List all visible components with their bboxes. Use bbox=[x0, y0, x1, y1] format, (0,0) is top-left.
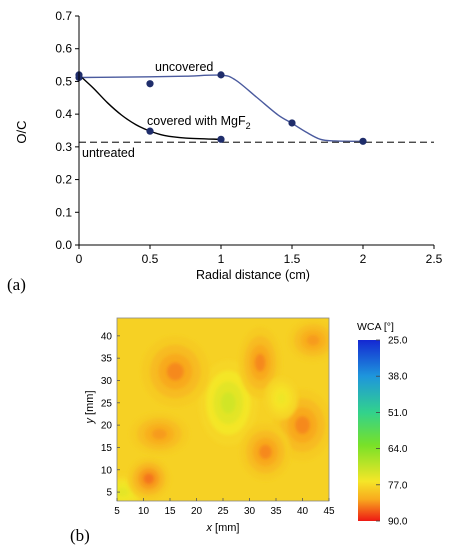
colorbar-tick-label: 25.0 bbox=[388, 336, 408, 347]
heatmap-y-tick-label: 10 bbox=[101, 465, 113, 476]
covered-curve bbox=[78, 74, 222, 141]
y-axis-label: O/C bbox=[14, 120, 29, 143]
heatmap-region bbox=[143, 473, 155, 485]
x-axis-label: Radial distance (cm) bbox=[196, 268, 310, 282]
heatmap-region bbox=[220, 392, 236, 414]
colorbar-tick-label: 77.0 bbox=[388, 480, 408, 491]
covered-series-label: covered with MgF2 bbox=[147, 114, 251, 131]
y-tick-label: 0.2 bbox=[55, 173, 72, 187]
colorbar-tick-label: 38.0 bbox=[388, 372, 408, 383]
heatmap-x-tick-label: 5 bbox=[114, 506, 120, 517]
heatmap-y-tick-label: 20 bbox=[101, 421, 113, 432]
x-tick-label: 0 bbox=[76, 252, 83, 266]
heatmap-region bbox=[295, 416, 310, 435]
heatmap-x-unit: [mm] bbox=[215, 522, 239, 534]
uncovered-series-label: uncovered bbox=[155, 60, 213, 74]
heatmap-region bbox=[117, 487, 129, 497]
panel-label-b: (b) bbox=[70, 526, 90, 545]
heatmap-y-var: y bbox=[84, 417, 96, 425]
covered-point bbox=[146, 127, 154, 135]
heatmap-y-tick-label: 25 bbox=[101, 398, 113, 409]
x-tick-label: 2.5 bbox=[426, 252, 443, 266]
heatmap-x-tick-label: 35 bbox=[270, 506, 282, 517]
heatmap-x-axis-label: x [mm] bbox=[205, 522, 239, 534]
heatmap-x-tick-label: 10 bbox=[138, 506, 150, 517]
untreated-label: untreated bbox=[82, 146, 135, 160]
series-points bbox=[75, 71, 367, 145]
x-tick-label: 2 bbox=[360, 252, 367, 266]
x-tick-label: 1 bbox=[218, 252, 225, 266]
colorbar-tick-label: 90.0 bbox=[388, 517, 408, 528]
y-tick-label: 0.3 bbox=[55, 140, 72, 154]
heatmap-y-tick-label: 15 bbox=[101, 443, 113, 454]
heatmap-region bbox=[306, 334, 320, 346]
heatmap-y-axis-label: y [mm] bbox=[84, 390, 96, 424]
covered-series-label-subscript: 2 bbox=[246, 121, 251, 131]
axes: 0.0 0.1 0.2 0.3 0.4 0.5 0.6 0.7 0 0.5 1 1.5 2 2.5 bbox=[55, 9, 442, 266]
heatmap-x-tick-label: 45 bbox=[323, 506, 335, 517]
heatmap-region bbox=[166, 362, 184, 381]
colorbar-tick-label: 64.0 bbox=[388, 444, 408, 455]
heatmap-y-tick-label: 40 bbox=[101, 331, 113, 342]
heatmap-x-tick-label: 20 bbox=[191, 506, 203, 517]
y-tick-label: 0.6 bbox=[55, 42, 72, 56]
heatmap-x-tick-label: 30 bbox=[244, 506, 256, 517]
covered-point bbox=[217, 135, 225, 143]
heatmap-y-tick-label: 35 bbox=[101, 354, 113, 365]
uncovered-point bbox=[288, 119, 296, 127]
uncovered-point bbox=[146, 80, 154, 88]
y-tick-label: 0.5 bbox=[55, 74, 72, 88]
heatmap-contours bbox=[117, 318, 329, 501]
x-tick-label: 0.5 bbox=[142, 252, 159, 266]
colorbar-title: WCA [°] bbox=[357, 321, 394, 333]
heatmap-y-tick-label: 30 bbox=[101, 376, 113, 387]
x-tick-label: 1.5 bbox=[284, 252, 301, 266]
y-tick-label: 0.0 bbox=[55, 238, 72, 252]
uncovered-curve bbox=[78, 74, 364, 142]
y-tick-label: 0.4 bbox=[55, 107, 72, 121]
heatmap-y-tick-label: 5 bbox=[106, 488, 112, 499]
heatmap-region bbox=[259, 444, 272, 460]
heatmap-x-tick-label: 25 bbox=[217, 506, 229, 517]
series-curves bbox=[78, 74, 364, 142]
heatmap-region bbox=[277, 392, 286, 404]
heatmap-region bbox=[254, 353, 266, 372]
heatmap-y-unit: [mm] bbox=[84, 390, 96, 414]
heatmap-x-tick-label: 40 bbox=[297, 506, 309, 517]
uncovered-point bbox=[217, 71, 225, 79]
colorbar-tick-label: 51.0 bbox=[388, 408, 408, 419]
panel-label-a: (a) bbox=[7, 275, 26, 294]
line-chart-panel-a: 0.0 0.1 0.2 0.3 0.4 0.5 0.6 0.7 0 0.5 1 1.5 2 2.5 unc… bbox=[7, 9, 443, 294]
heatmap-region bbox=[151, 428, 167, 440]
covered-series-label-text: covered with MgF bbox=[147, 114, 246, 128]
colorbar-ticks: 25.0 38.0 51.0 64.0 77.0 90.0 bbox=[376, 336, 408, 528]
y-tick-label: 0.7 bbox=[55, 9, 72, 23]
y-tick-label: 0.1 bbox=[55, 205, 72, 219]
heatmap-x-var: x bbox=[205, 522, 212, 534]
heatmap-axes: 5 10 15 20 25 30 35 40 45 5 10 15 20 25 30 35 40 bbox=[101, 331, 335, 517]
colorbar bbox=[358, 340, 380, 521]
uncovered-point bbox=[359, 137, 367, 145]
heatmap-x-tick-label: 15 bbox=[164, 506, 176, 517]
